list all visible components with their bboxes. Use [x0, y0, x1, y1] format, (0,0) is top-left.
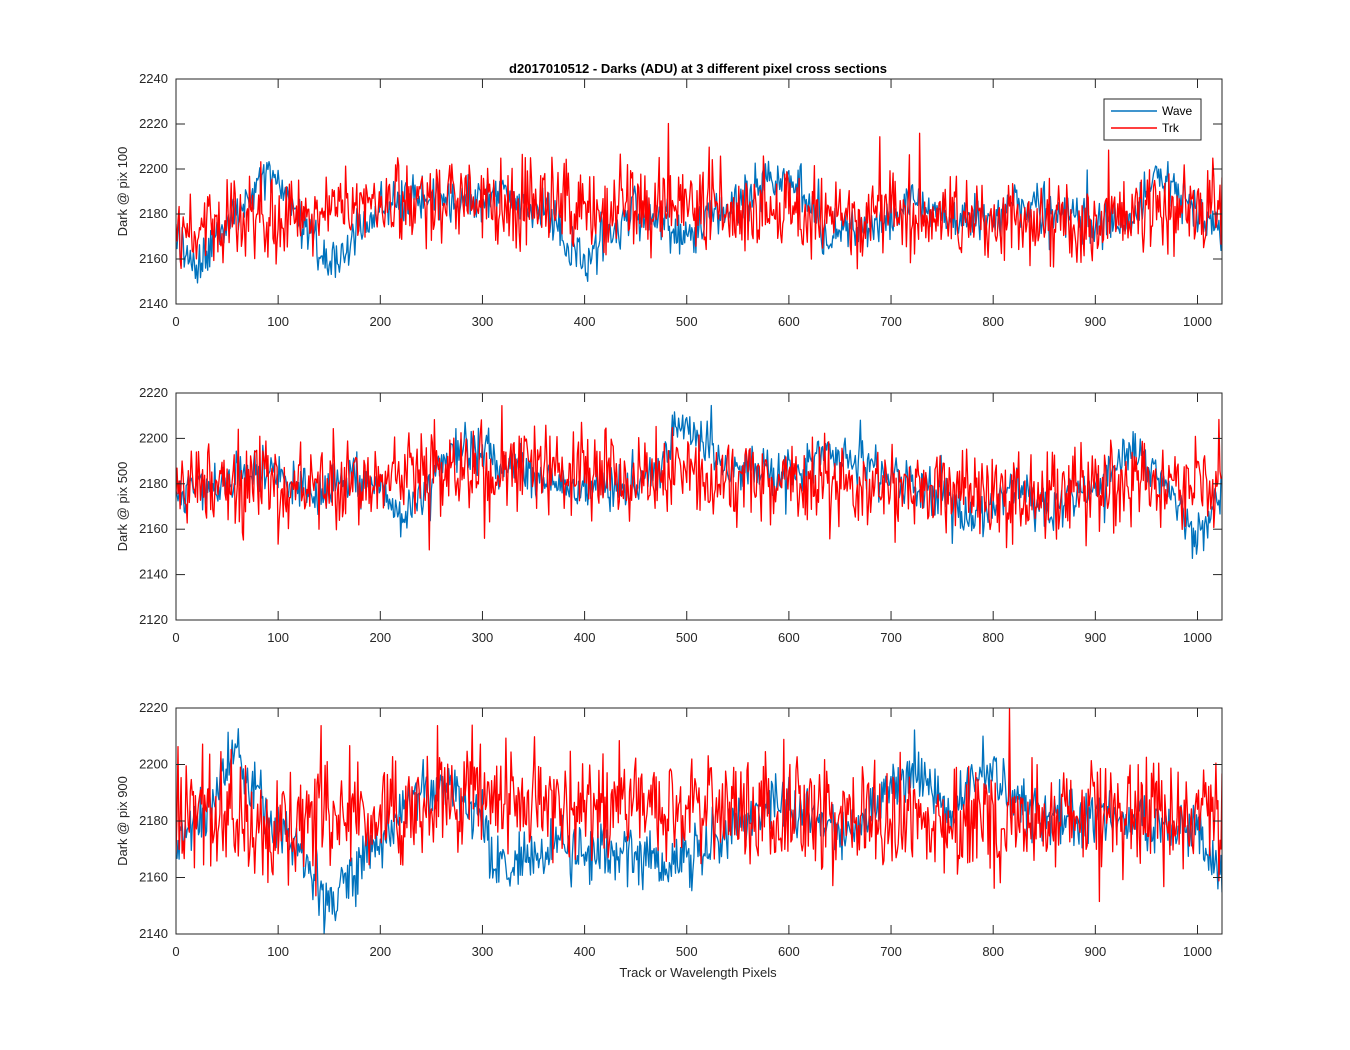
- x-tick-label: 400: [574, 944, 596, 959]
- x-tick-label: 600: [778, 944, 800, 959]
- y-axis-label: Dark @ pix 100: [115, 147, 130, 237]
- x-tick-label: 400: [574, 630, 596, 645]
- x-tick-label: 900: [1084, 314, 1106, 329]
- figure-title: d2017010512 - Darks (ADU) at 3 different…: [509, 61, 887, 76]
- legend-label-wave: Wave: [1162, 104, 1193, 118]
- x-tick-label: 100: [267, 314, 289, 329]
- y-tick-label: 2180: [139, 476, 168, 491]
- x-tick-label: 300: [472, 944, 494, 959]
- y-tick-label: 2220: [139, 700, 168, 715]
- y-tick-label: 2160: [139, 870, 168, 885]
- y-tick-label: 2140: [139, 926, 168, 941]
- x-tick-label: 700: [880, 314, 902, 329]
- x-tick-label: 0: [172, 314, 179, 329]
- axes-box: [175, 392, 1223, 621]
- y-tick-label: 2200: [139, 161, 168, 176]
- x-tick-label: 800: [982, 630, 1004, 645]
- x-tick-label: 200: [369, 944, 391, 959]
- x-tick-label: 600: [778, 630, 800, 645]
- axes-box: [175, 78, 1223, 305]
- x-tick-label: 0: [172, 630, 179, 645]
- x-tick-label: 500: [676, 314, 698, 329]
- y-tick-label: 2160: [139, 521, 168, 536]
- y-tick-label: 2140: [139, 567, 168, 582]
- series-line-trk: [176, 708, 1222, 903]
- x-tick-label: 500: [676, 944, 698, 959]
- series-line-trk: [176, 122, 1222, 270]
- y-axis-label: Dark @ pix 900: [115, 776, 130, 866]
- y-axis-label: Dark @ pix 500: [115, 462, 130, 552]
- x-tick-label: 0: [172, 944, 179, 959]
- x-tick-label: 200: [369, 314, 391, 329]
- series-line-trk: [176, 405, 1222, 551]
- y-tick-label: 2220: [139, 385, 168, 400]
- x-axis-label: Track or Wavelength Pixels: [619, 965, 777, 980]
- axes-pix-100: 0 100 200 300 400 500 600 700 800 900 1000 2140 2160…: [115, 71, 1223, 329]
- y-tick-label: 2180: [139, 813, 168, 828]
- x-tick-label: 100: [267, 630, 289, 645]
- x-tick-label: 700: [880, 944, 902, 959]
- legend: Wave Trk: [1103, 98, 1202, 141]
- axes-pix-900: 0 100 200 300 400 500 600 700 800 900 1000 2140 2160…: [115, 700, 1223, 959]
- x-tick-label: 1000: [1183, 314, 1212, 329]
- x-tick-label: 700: [880, 630, 902, 645]
- x-tick-label: 900: [1084, 944, 1106, 959]
- x-tick-label: 500: [676, 630, 698, 645]
- x-tick-label: 100: [267, 944, 289, 959]
- x-tick-label: 1000: [1183, 944, 1212, 959]
- x-tick-label: 800: [982, 314, 1004, 329]
- series-line-wave: [176, 728, 1222, 934]
- y-tick-label: 2180: [139, 206, 168, 221]
- y-tick-label: 2200: [139, 757, 168, 772]
- y-tick-label: 2200: [139, 430, 168, 445]
- x-tick-label: 400: [574, 314, 596, 329]
- y-tick-label: 2140: [139, 296, 168, 311]
- x-tick-label: 300: [472, 630, 494, 645]
- legend-label-trk: Trk: [1162, 121, 1180, 135]
- x-tick-label: 200: [369, 630, 391, 645]
- axes-pix-500: 0 100 200 300 400 500 600 700 800 900 1000 2120 2140…: [115, 385, 1223, 645]
- y-tick-label: 2120: [139, 612, 168, 627]
- x-tick-label: 600: [778, 314, 800, 329]
- x-tick-label: 1000: [1183, 630, 1212, 645]
- y-tick-label: 2220: [139, 116, 168, 131]
- x-tick-label: 900: [1084, 630, 1106, 645]
- x-tick-label: 800: [982, 944, 1004, 959]
- y-tick-label: 2240: [139, 71, 168, 86]
- x-tick-label: 300: [472, 314, 494, 329]
- y-tick-label: 2160: [139, 251, 168, 266]
